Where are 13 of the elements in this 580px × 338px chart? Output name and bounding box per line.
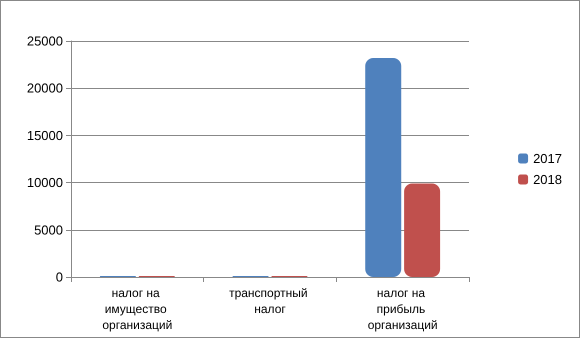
- y-tick-label: 15000: [26, 128, 63, 143]
- y-tick-label: 0: [56, 270, 63, 284]
- x-tick-label: налог на прибыль организаций: [368, 286, 438, 332]
- x-tick-label: налог на имущество организаций: [102, 286, 172, 332]
- y-tick-label: 20000: [26, 80, 63, 96]
- bar: [365, 58, 402, 277]
- legend-label: 2017: [533, 151, 562, 166]
- bar: [404, 184, 440, 277]
- y-tick-label: 10000: [26, 175, 63, 190]
- legend-label: 2018: [533, 172, 562, 187]
- y-tick-label: 5000: [34, 222, 63, 238]
- y-tick-label: 25000: [26, 34, 63, 48]
- x-tick-label: транспортный налог: [229, 286, 311, 316]
